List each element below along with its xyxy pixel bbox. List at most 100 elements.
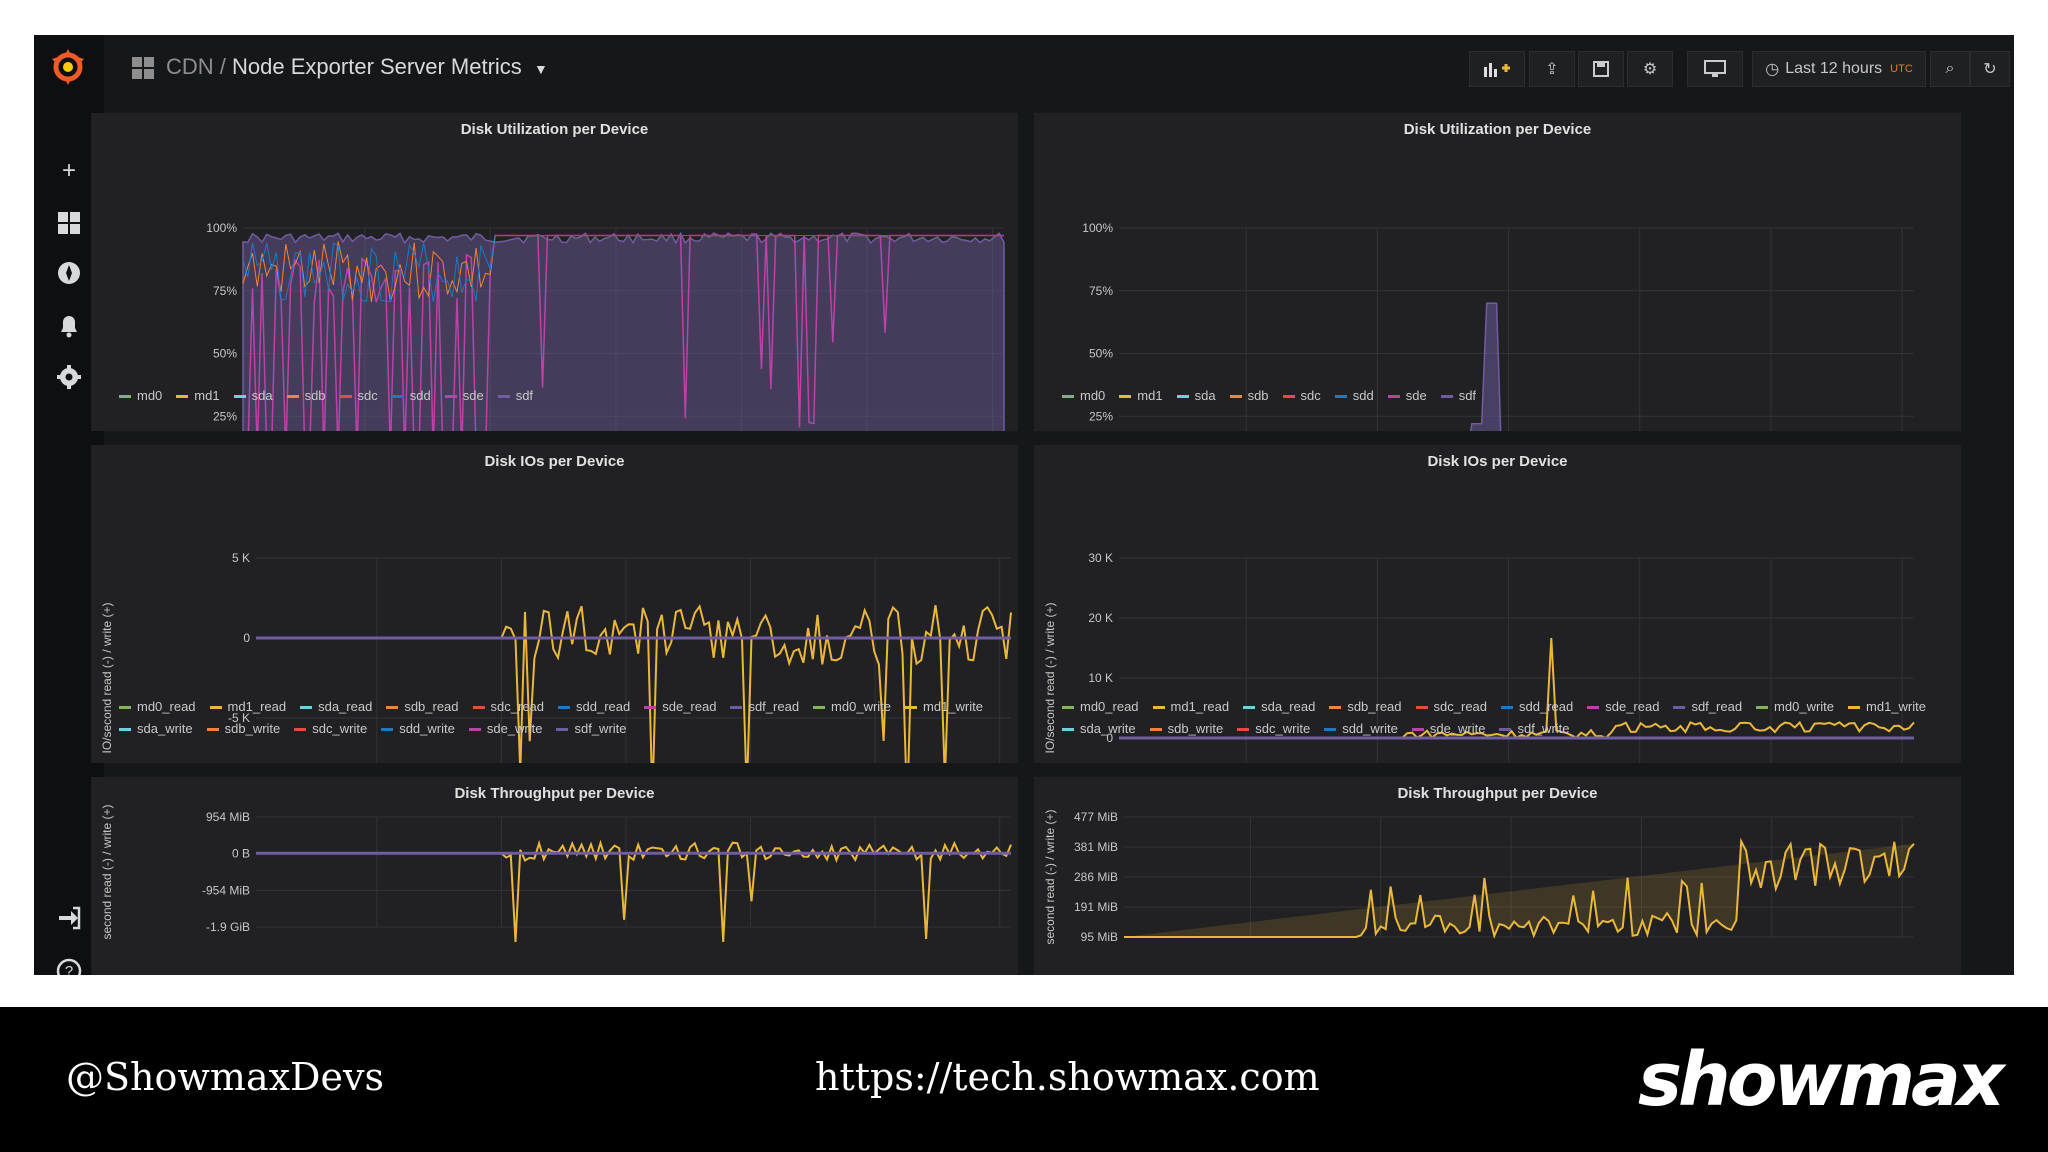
legend-item-sdb_read[interactable]: sdb_read [1329, 699, 1402, 714]
legend-item-sdc_read[interactable]: sdc_read [1415, 699, 1487, 714]
legend-swatch [1229, 395, 1242, 399]
share-button[interactable]: ⇪ [1529, 51, 1575, 87]
legend-swatch [119, 706, 131, 710]
panel-6[interactable]: Disk Throughput per Device 477 MiB 381 MiB… [1034, 777, 1961, 975]
panel-5[interactable]: Disk Throughput per Device 954 MiB 0 B -954… [91, 777, 1018, 975]
legend-item-sdb_write[interactable]: sdb_write [206, 721, 281, 736]
legend-item-md1_write[interactable]: md1_write [1848, 699, 1926, 714]
legend-item-md0_read[interactable]: md0_read [119, 699, 196, 714]
zoom-out-button[interactable]: ⌕ [1930, 51, 1970, 87]
panel-title[interactable]: Disk IOs per Device [484, 453, 625, 470]
dashboard-title[interactable]: Node Exporter Server Metrics [232, 54, 522, 79]
breadcrumb-folder[interactable]: CDN [166, 54, 214, 79]
legend-item-sdd[interactable]: sdd [1334, 388, 1374, 403]
create-plus-icon[interactable]: + [61, 157, 76, 184]
legend-item-sdd_read[interactable]: sdd_read [1501, 699, 1573, 714]
legend-item-md1[interactable]: md1 [1119, 388, 1163, 403]
legend-swatch [1673, 706, 1686, 710]
legend-item-sdc[interactable]: sdc [339, 388, 378, 403]
time-range-picker[interactable]: ◷ Last 12 hours UTC [1752, 51, 1926, 87]
legend-item-md1_write[interactable]: md1_write [905, 699, 983, 714]
panel-title[interactable]: Disk Throughput per Device [454, 785, 655, 802]
sign-in-icon[interactable] [49, 898, 89, 938]
legend-swatch [444, 395, 457, 399]
panel-graph[interactable]: 100%75%50%25%0%00:0002:0004:0006:0008:00… [1034, 113, 1961, 431]
legend-item-sda[interactable]: sda [233, 388, 273, 403]
legend-item-sdf[interactable]: sdf [1440, 388, 1476, 403]
legend-item-md0[interactable]: md0 [119, 388, 162, 403]
legend-swatch [1440, 395, 1453, 399]
add-panel-button[interactable] [1469, 51, 1525, 87]
legend-item-sde_write[interactable]: sde_write [1411, 721, 1485, 736]
panel-title[interactable]: Disk Utilization per Device [460, 121, 649, 138]
legend-item-sda_write[interactable]: sda_write [119, 721, 193, 736]
legend-swatch [1387, 395, 1400, 399]
legend-item-md0_write[interactable]: md0_write [1756, 699, 1834, 714]
panel-graph[interactable]: 30 K20 K10 K0-10 K00:0002:0004:0006:0008… [1034, 445, 1961, 763]
legend-item-sdc_read[interactable]: sdc_read [472, 699, 544, 714]
legend-item-sdc[interactable]: sdc [1282, 388, 1321, 403]
legend-item-sdd_write[interactable]: sdd_write [1324, 721, 1398, 736]
configuration-gear-icon[interactable] [49, 357, 89, 397]
panel-2[interactable]: Disk Utilization per Device 100% 75% 50% 25%… [1034, 113, 1961, 431]
legend-item-sdf_read[interactable]: sdf_read [730, 699, 799, 714]
legend-item-sdb[interactable]: sdb [1229, 388, 1269, 403]
y-tick-label: 0 B [232, 847, 250, 861]
legend-label: sdb_write [224, 721, 281, 736]
legend-item-sdd_write[interactable]: sdd_write [381, 721, 455, 736]
legend-swatch [558, 706, 571, 710]
legend-item-sda[interactable]: sda [1176, 388, 1216, 403]
legend-item-md1[interactable]: md1 [176, 388, 220, 403]
legend-item-sde_read[interactable]: sde_read [1587, 699, 1659, 714]
panel-graph[interactable]: 477 MiB 381 MiB 286 MiB 191 MiB 95 MiB second… [1034, 777, 1961, 975]
legend-item-sdb_write[interactable]: sdb_write [1149, 721, 1223, 736]
legend-item-md0_write[interactable]: md0_write [813, 699, 891, 714]
y-axis-label: IO/second read (-) / write (+) [1043, 602, 1057, 753]
legend-item-sde_read[interactable]: sde_read [644, 699, 716, 714]
panel-graph[interactable]: 5 K0-5 K-10 K00:0002:0004:0006:0008:0010… [91, 445, 1018, 763]
legend-item-sde[interactable]: sde [444, 388, 484, 403]
chevron-down-icon[interactable]: ▼ [533, 61, 548, 77]
panel-title[interactable]: Disk IOs per Device [1427, 453, 1568, 470]
panel-title[interactable]: Disk Utilization per Device [1403, 121, 1592, 138]
legend-item-sdc_write[interactable]: sdc_write [1237, 721, 1310, 736]
dashboards-icon[interactable] [49, 203, 89, 243]
legend-item-sdb[interactable]: sdb [286, 388, 326, 403]
legend-swatch [556, 728, 569, 732]
legend-item-md1_read[interactable]: md1_read [1152, 699, 1229, 714]
legend-item-md0_read[interactable]: md0_read [1062, 699, 1139, 714]
panel-1[interactable]: Disk Utilization per Device 100% 75% 50% 25%… [91, 113, 1018, 431]
legend-item-sde[interactable]: sde [1387, 388, 1427, 403]
legend-item-md0[interactable]: md0 [1062, 388, 1105, 403]
save-button[interactable] [1578, 51, 1624, 87]
legend-item-sda_read[interactable]: sda_read [1243, 699, 1315, 714]
legend-swatch [905, 706, 918, 710]
legend-item-sdd[interactable]: sdd [391, 388, 431, 403]
legend-swatch [294, 728, 307, 732]
legend-item-sde_write[interactable]: sde_write [468, 721, 542, 736]
legend-item-sdf_write[interactable]: sdf_write [556, 721, 627, 736]
legend-item-md1_read[interactable]: md1_read [209, 699, 286, 714]
grafana-logo-icon[interactable] [46, 45, 90, 89]
legend-item-sda_read[interactable]: sda_read [300, 699, 372, 714]
view-mode-button[interactable] [1687, 51, 1743, 87]
panel-graph[interactable]: 954 MiB 0 B -954 MiB -1.9 GiB second read (-… [91, 777, 1018, 975]
dashboard-settings-button[interactable]: ⚙ [1627, 51, 1673, 87]
panel-title[interactable]: Disk Throughput per Device [1397, 785, 1598, 802]
breadcrumb[interactable]: CDN / Node Exporter Server Metrics ▼ [166, 54, 548, 80]
refresh-button[interactable]: ↻ [1970, 51, 2010, 87]
legend-item-sdf_write[interactable]: sdf_write [1499, 721, 1570, 736]
legend-item-sdf_read[interactable]: sdf_read [1673, 699, 1742, 714]
legend-item-sdf[interactable]: sdf [497, 388, 533, 403]
panel-graph[interactable]: 100%75%50%25%0%00:0002:0004:0006:0008:00… [91, 113, 1018, 431]
legend-item-sdd_read[interactable]: sdd_read [558, 699, 630, 714]
explore-compass-icon[interactable] [49, 253, 89, 293]
alerting-bell-icon[interactable] [49, 305, 89, 345]
help-icon[interactable]: ? [49, 951, 89, 975]
legend-item-sdb_read[interactable]: sdb_read [386, 699, 459, 714]
legend-item-sdc_write[interactable]: sdc_write [294, 721, 367, 736]
legend-item-sda_write[interactable]: sda_write [1062, 721, 1136, 736]
legend-label: sda [1194, 388, 1216, 403]
